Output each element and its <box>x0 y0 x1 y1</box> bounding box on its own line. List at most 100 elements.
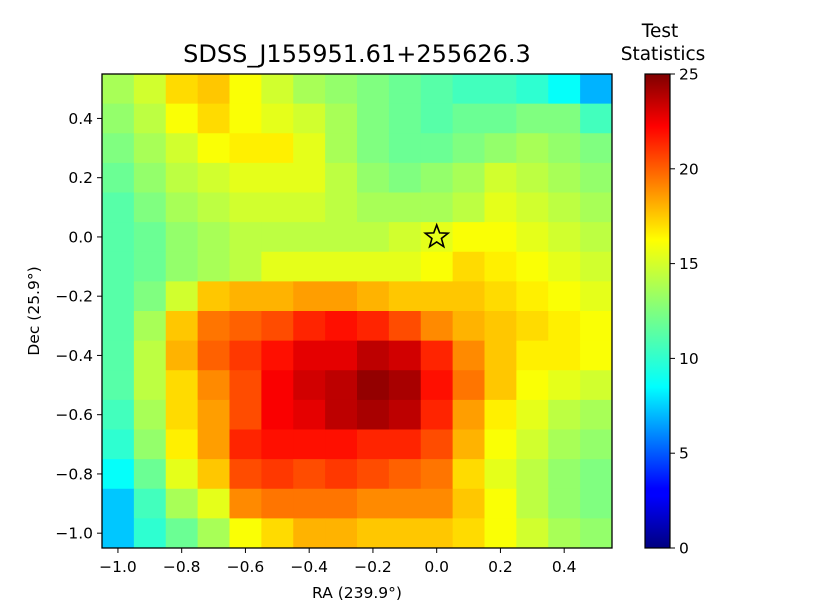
heatmap-cell <box>580 488 613 519</box>
heatmap-cell <box>165 459 199 490</box>
heatmap-cell <box>420 251 454 282</box>
heatmap-cell <box>133 281 167 312</box>
heatmap-cell <box>197 222 230 253</box>
x-tick-label: −0.4 <box>290 558 328 576</box>
heatmap-cell <box>388 459 422 490</box>
heatmap-cell <box>133 74 167 105</box>
heatmap-cell <box>580 192 613 223</box>
heatmap-cell <box>516 251 549 282</box>
heatmap-cell <box>452 74 485 105</box>
heatmap-cell <box>548 133 581 164</box>
heatmap-cell <box>133 192 167 223</box>
heatmap-cell <box>548 103 581 134</box>
heatmap-cell <box>293 488 326 519</box>
heatmap-cell <box>548 488 581 519</box>
x-tick-label: −1.0 <box>99 558 137 576</box>
heatmap-cell <box>388 370 422 401</box>
heatmap-cell <box>420 74 454 105</box>
heatmap-cell <box>229 518 262 549</box>
heatmap-cell <box>261 459 294 490</box>
heatmap-cell <box>102 251 135 282</box>
heatmap-cell <box>197 162 230 193</box>
heatmap-cell <box>325 311 358 342</box>
heatmap-cell <box>388 429 422 460</box>
heatmap-cell <box>420 133 454 164</box>
heatmap-cell <box>388 518 422 549</box>
heatmap-cell <box>261 251 294 282</box>
y-tick-label: −0.6 <box>55 406 93 424</box>
heatmap-cell <box>357 518 390 549</box>
heatmap-cell <box>325 192 358 223</box>
heatmap-cell <box>229 74 262 105</box>
heatmap-cell <box>165 74 199 105</box>
colorbar-tick-label: 5 <box>679 445 689 463</box>
heatmap-cell <box>293 518 326 549</box>
heatmap-cell <box>580 518 613 549</box>
heatmap-cell <box>548 459 581 490</box>
heatmap-cell <box>484 103 517 134</box>
colorbar-tick-label: 20 <box>679 160 699 178</box>
heatmap-cell <box>293 399 326 430</box>
heatmap-cell <box>197 281 230 312</box>
heatmap-cell <box>580 370 613 401</box>
heatmap-cell <box>102 488 135 519</box>
x-tick-label: 0.0 <box>424 558 449 576</box>
heatmap-cell <box>293 311 326 342</box>
heatmap-cell <box>261 222 294 253</box>
heatmap-cell <box>325 459 358 490</box>
colorbar: 0 5 10 15 20 25 Test Statistics <box>621 21 706 558</box>
heatmap-cell <box>293 459 326 490</box>
x-tick-label: −0.6 <box>227 558 265 576</box>
heatmap-cell <box>197 133 230 164</box>
heatmap-cell <box>325 162 358 193</box>
heatmap-cell <box>548 222 581 253</box>
heatmap-cell <box>484 429 517 460</box>
heatmap-cell <box>516 340 549 371</box>
heatmap-cell <box>420 281 454 312</box>
heatmap-cell <box>357 488 390 519</box>
heatmap-cell <box>548 281 581 312</box>
heatmap-cell <box>325 103 358 134</box>
heatmap-cell <box>133 133 167 164</box>
heatmap-cell <box>197 311 230 342</box>
heatmap-cell <box>580 251 613 282</box>
heatmap-cell <box>229 399 262 430</box>
heatmap-cell <box>261 103 294 134</box>
heatmap-cell <box>325 429 358 460</box>
heatmap-cell <box>580 133 613 164</box>
y-tick-label: 0.2 <box>68 169 93 187</box>
heatmap-cell <box>548 311 581 342</box>
heatmap-cell <box>388 399 422 430</box>
heatmap-cell <box>516 133 549 164</box>
heatmap-cell <box>548 399 581 430</box>
heatmap-cell <box>293 192 326 223</box>
heatmap-cell <box>420 488 454 519</box>
heatmap-cell <box>229 311 262 342</box>
heatmap-cell <box>484 192 517 223</box>
heatmap-cell <box>580 162 613 193</box>
heatmap-cell <box>165 251 199 282</box>
heatmap-cell <box>293 103 326 134</box>
x-tick-label: −0.8 <box>163 558 201 576</box>
heatmap-cell <box>229 281 262 312</box>
heatmap-cell <box>580 429 613 460</box>
heatmap-cell <box>102 370 135 401</box>
heatmap-cell <box>548 74 581 105</box>
heatmap-cell <box>229 459 262 490</box>
heatmap-cell <box>325 399 358 430</box>
heatmap-cell <box>293 74 326 105</box>
heatmap-cell <box>516 192 549 223</box>
heatmap-cell <box>452 518 485 549</box>
heatmap-cell <box>580 311 613 342</box>
heatmap-cell <box>580 74 613 105</box>
x-tick-label: 0.2 <box>488 558 513 576</box>
heatmap-cell <box>420 459 454 490</box>
heatmap-cell <box>548 340 581 371</box>
heatmap-cell <box>197 370 230 401</box>
y-tick-label: −0.4 <box>55 347 93 365</box>
heatmap-cell <box>516 162 549 193</box>
heatmap-cell <box>197 429 230 460</box>
heatmap-cell <box>133 222 167 253</box>
heatmap-cell <box>293 370 326 401</box>
heatmap-cell <box>484 518 517 549</box>
